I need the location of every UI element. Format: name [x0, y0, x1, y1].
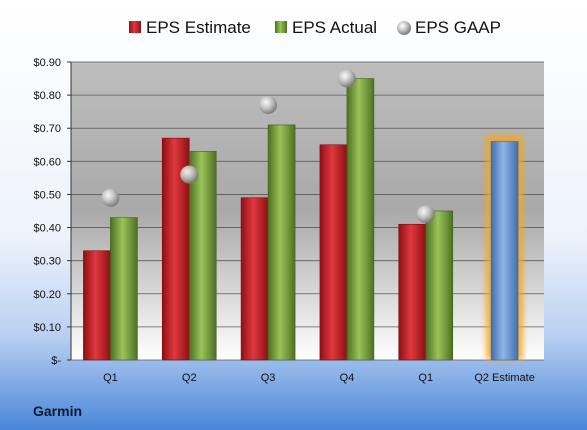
legend-swatch-actual	[275, 21, 287, 33]
y-tick-label: $0.40	[33, 223, 61, 235]
x-tick-label: Q1	[418, 372, 433, 384]
plot-area	[71, 62, 544, 360]
point-eps-gaap	[259, 96, 278, 115]
bar-eps-estimate	[319, 144, 348, 361]
legend-swatch-estimate	[129, 21, 141, 33]
y-tick-label: $0.80	[33, 90, 61, 102]
bar-eps-estimate-forecast	[490, 141, 519, 361]
x-tick-label: Q3	[261, 372, 276, 384]
point-eps-gaap	[416, 205, 435, 224]
x-tick-label: Q2	[182, 372, 197, 384]
bars-layer	[83, 78, 524, 361]
y-tick-label: $0.60	[33, 156, 61, 168]
legend-label-actual: EPS Actual	[292, 18, 377, 37]
legend: EPS Estimate EPS Actual EPS GAAP	[129, 18, 501, 37]
gaap-markers-layer	[101, 69, 435, 224]
x-tick-label: Q2 Estimate	[474, 372, 535, 384]
bar-eps-actual	[346, 78, 375, 361]
company-name: Garmin	[33, 403, 82, 419]
legend-swatch-gaap	[397, 21, 411, 35]
y-tick-label: $0.90	[33, 57, 61, 69]
x-tick-label: Q1	[103, 372, 118, 384]
bar-eps-estimate	[83, 250, 111, 361]
y-tick-label: $0.70	[33, 123, 61, 135]
y-tick-label: $0.50	[33, 189, 61, 201]
bar-eps-actual	[425, 210, 454, 361]
point-eps-gaap	[101, 188, 120, 207]
bar-eps-actual	[267, 124, 296, 361]
legend-label-gaap: EPS GAAP	[415, 18, 501, 37]
point-eps-gaap	[337, 69, 356, 88]
grid-layer	[67, 61, 544, 361]
x-tick-label: Q4	[340, 372, 355, 384]
point-eps-gaap	[180, 165, 199, 184]
bar-eps-actual	[188, 151, 217, 361]
legend-label-estimate: EPS Estimate	[146, 18, 251, 37]
y-tick-label: $0.10	[33, 322, 61, 334]
x-axis-ticks: Q1 Q2 Q3 Q4 Q1 Q2 Estimate	[103, 372, 535, 384]
y-tick-label: $0.20	[33, 289, 61, 301]
y-tick-label: $-	[51, 355, 61, 367]
y-axis-ticks: $0.90 $0.80 $0.70 $0.60 $0.50 $0.40 $0.30 $0.20…	[33, 57, 61, 367]
bar-eps-estimate	[398, 223, 427, 361]
bar-eps-estimate	[240, 197, 269, 361]
bar-eps-actual	[110, 217, 138, 361]
y-tick-label: $0.30	[33, 256, 61, 268]
